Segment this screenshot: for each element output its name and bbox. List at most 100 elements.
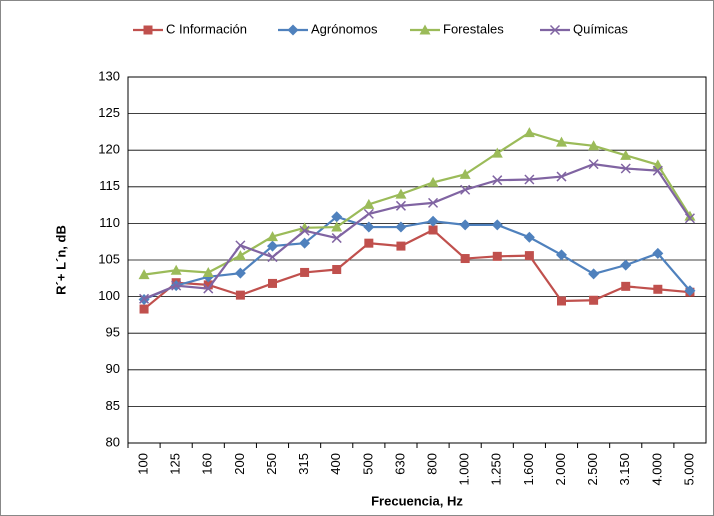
x-tick-label: 200	[232, 453, 247, 475]
data-point	[427, 176, 439, 187]
data-point	[556, 171, 567, 182]
data-point	[267, 231, 278, 242]
data-point	[299, 237, 311, 249]
data-point	[652, 159, 664, 170]
data-point	[395, 200, 406, 211]
x-tick-label: 800	[424, 453, 439, 475]
y-tick-label: 105	[98, 251, 120, 266]
data-point	[556, 136, 567, 147]
data-point	[588, 159, 599, 170]
data-point	[395, 221, 407, 233]
data-point	[588, 140, 600, 151]
x-tick-label: 125	[168, 453, 183, 475]
data-point	[427, 215, 439, 227]
data-point	[588, 268, 600, 280]
data-point	[523, 127, 535, 138]
data-point	[684, 285, 696, 297]
data-point	[492, 251, 502, 261]
data-point	[524, 174, 535, 185]
legend-marker	[549, 24, 561, 36]
data-point	[460, 184, 471, 195]
data-point	[139, 304, 149, 314]
x-tick-label: 4.000	[649, 453, 664, 486]
data-point	[268, 278, 277, 288]
data-point	[460, 254, 470, 264]
data-point	[331, 233, 342, 244]
series-line	[143, 228, 691, 310]
x-tick-label: 400	[328, 453, 343, 475]
data-point	[363, 221, 375, 233]
x-tick-label: 3.150	[617, 453, 632, 486]
legend-label: C Información	[166, 21, 247, 36]
data-point	[621, 281, 631, 291]
y-tick-label: 95	[106, 325, 120, 340]
x-axis-title: Frecuencia, Hz	[371, 493, 463, 508]
data-point	[589, 295, 599, 305]
data-point	[332, 265, 342, 275]
data-point	[684, 213, 695, 224]
x-tick-label: 1.600	[521, 453, 536, 486]
y-tick-label: 115	[99, 178, 120, 193]
data-point	[299, 222, 311, 233]
data-point	[300, 267, 310, 277]
data-point	[557, 296, 566, 306]
data-point	[234, 267, 246, 279]
y-tick-label: 80	[106, 434, 120, 449]
data-point	[170, 264, 182, 275]
y-tick-label: 120	[98, 142, 120, 157]
x-tick-label: 5.000	[681, 453, 696, 486]
x-tick-label: 315	[296, 453, 311, 475]
legend-marker	[143, 25, 153, 35]
x-tick-label: 160	[200, 453, 215, 475]
series-line	[143, 215, 691, 301]
data-point	[491, 219, 503, 231]
data-point	[395, 188, 407, 199]
y-tick-label: 125	[98, 105, 120, 120]
data-point	[171, 280, 182, 291]
data-point	[652, 247, 664, 259]
data-point	[139, 293, 150, 304]
x-tick-label: 2.500	[585, 453, 600, 486]
x-tick-label: 1.250	[489, 453, 504, 486]
data-point	[652, 165, 663, 176]
y-tick-label: 90	[106, 361, 120, 376]
data-point	[428, 197, 439, 208]
data-point	[331, 211, 343, 223]
data-point	[620, 149, 632, 160]
data-point	[235, 240, 246, 251]
x-tick-label: 250	[264, 453, 279, 475]
y-tick-label: 110	[99, 215, 120, 230]
data-point	[459, 168, 471, 179]
legend-marker	[419, 24, 431, 35]
data-point	[492, 175, 503, 186]
x-tick-label: 630	[392, 453, 407, 475]
data-point	[428, 225, 438, 235]
data-point	[138, 269, 150, 280]
y-tick-label: 85	[106, 398, 120, 413]
data-point	[684, 210, 696, 221]
data-point	[396, 241, 406, 251]
x-tick-label: 100	[135, 453, 150, 475]
data-point	[364, 238, 374, 248]
legend-marker	[287, 24, 299, 36]
x-tick-label: 1.000	[457, 453, 472, 486]
data-point	[331, 221, 343, 232]
series-line	[143, 162, 691, 300]
data-point	[620, 259, 632, 271]
y-tick-label: 100	[98, 288, 120, 303]
data-point	[363, 208, 374, 219]
data-point	[234, 250, 246, 261]
data-point	[203, 283, 214, 294]
data-point	[523, 231, 535, 243]
data-point	[363, 198, 375, 209]
x-tick-label: 2.000	[553, 453, 568, 486]
data-point	[556, 249, 567, 261]
y-tick-label: 130	[98, 68, 120, 83]
data-point	[459, 219, 471, 231]
legend-label: Forestales	[443, 21, 504, 36]
data-point	[299, 225, 310, 236]
data-point	[267, 240, 278, 252]
series-line	[143, 131, 691, 276]
